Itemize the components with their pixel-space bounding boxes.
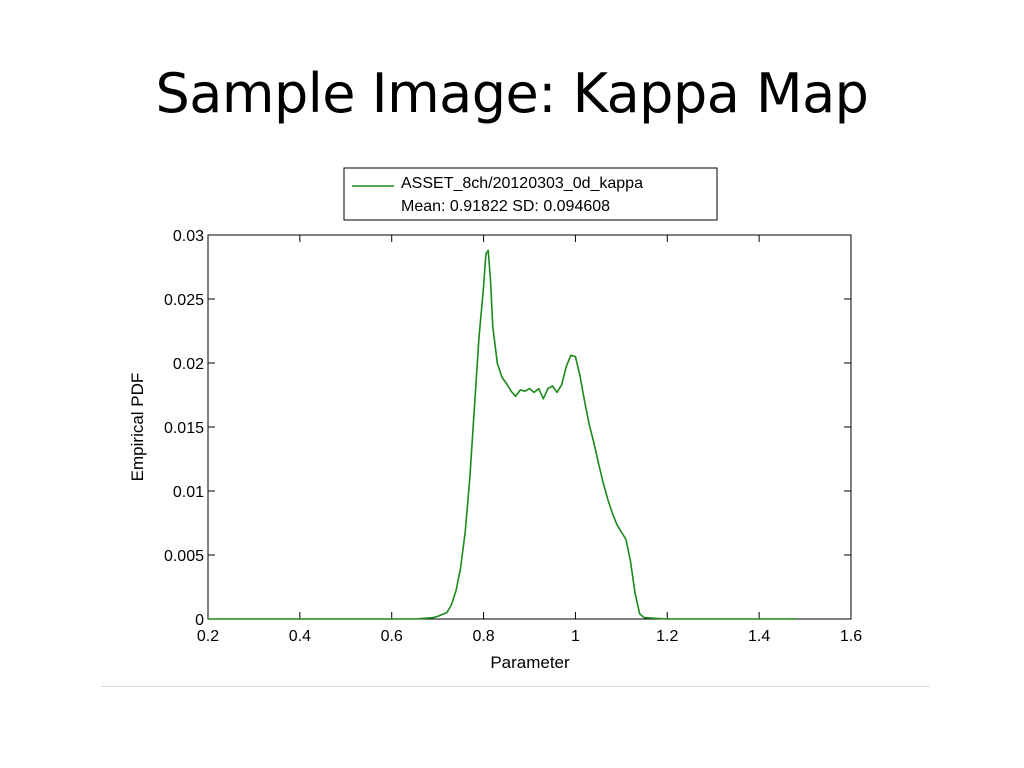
x-axis-label: Parameter: [490, 653, 570, 672]
x-tick-label: 0.2: [197, 628, 219, 645]
y-axis: 0 0.005 0.01 0.015 0.02 0.025 0.03: [164, 228, 851, 629]
y-tick-label: 0.01: [173, 484, 204, 501]
x-tick-label: 1.4: [748, 628, 770, 645]
y-tick-label: 0.005: [164, 548, 204, 565]
footer-divider: [101, 686, 930, 687]
legend-series-name: ASSET_8ch/20120303_0d_kappa: [401, 175, 643, 192]
x-tick-label: 1: [571, 628, 580, 645]
x-axis: 0.2 0.4 0.6 0.8 1 1.2 1.4 1.6: [197, 235, 862, 645]
y-tick-label: 0.015: [164, 420, 204, 437]
slide-title: Sample Image: Kappa Map: [155, 62, 869, 125]
y-tick-label: 0.02: [173, 356, 204, 373]
x-tick-label: 1.2: [656, 628, 678, 645]
y-axis-label: Empirical PDF: [128, 373, 147, 482]
x-tick-label: 0.4: [289, 628, 311, 645]
y-tick-label: 0.025: [164, 292, 204, 309]
x-tick-label: 0.6: [381, 628, 403, 645]
y-tick-label: 0: [195, 612, 204, 629]
x-tick-label: 0.8: [472, 628, 494, 645]
legend-stats: Mean: 0.91822 SD: 0.094608: [401, 198, 610, 215]
series-line: [208, 249, 796, 620]
y-tick-label: 0.03: [173, 228, 204, 245]
x-tick-label: 1.6: [840, 628, 862, 645]
legend: ASSET_8ch/20120303_0d_kappa Mean: 0.9182…: [343, 167, 718, 221]
plot-area: [207, 234, 852, 620]
legend-box: [343, 167, 718, 221]
